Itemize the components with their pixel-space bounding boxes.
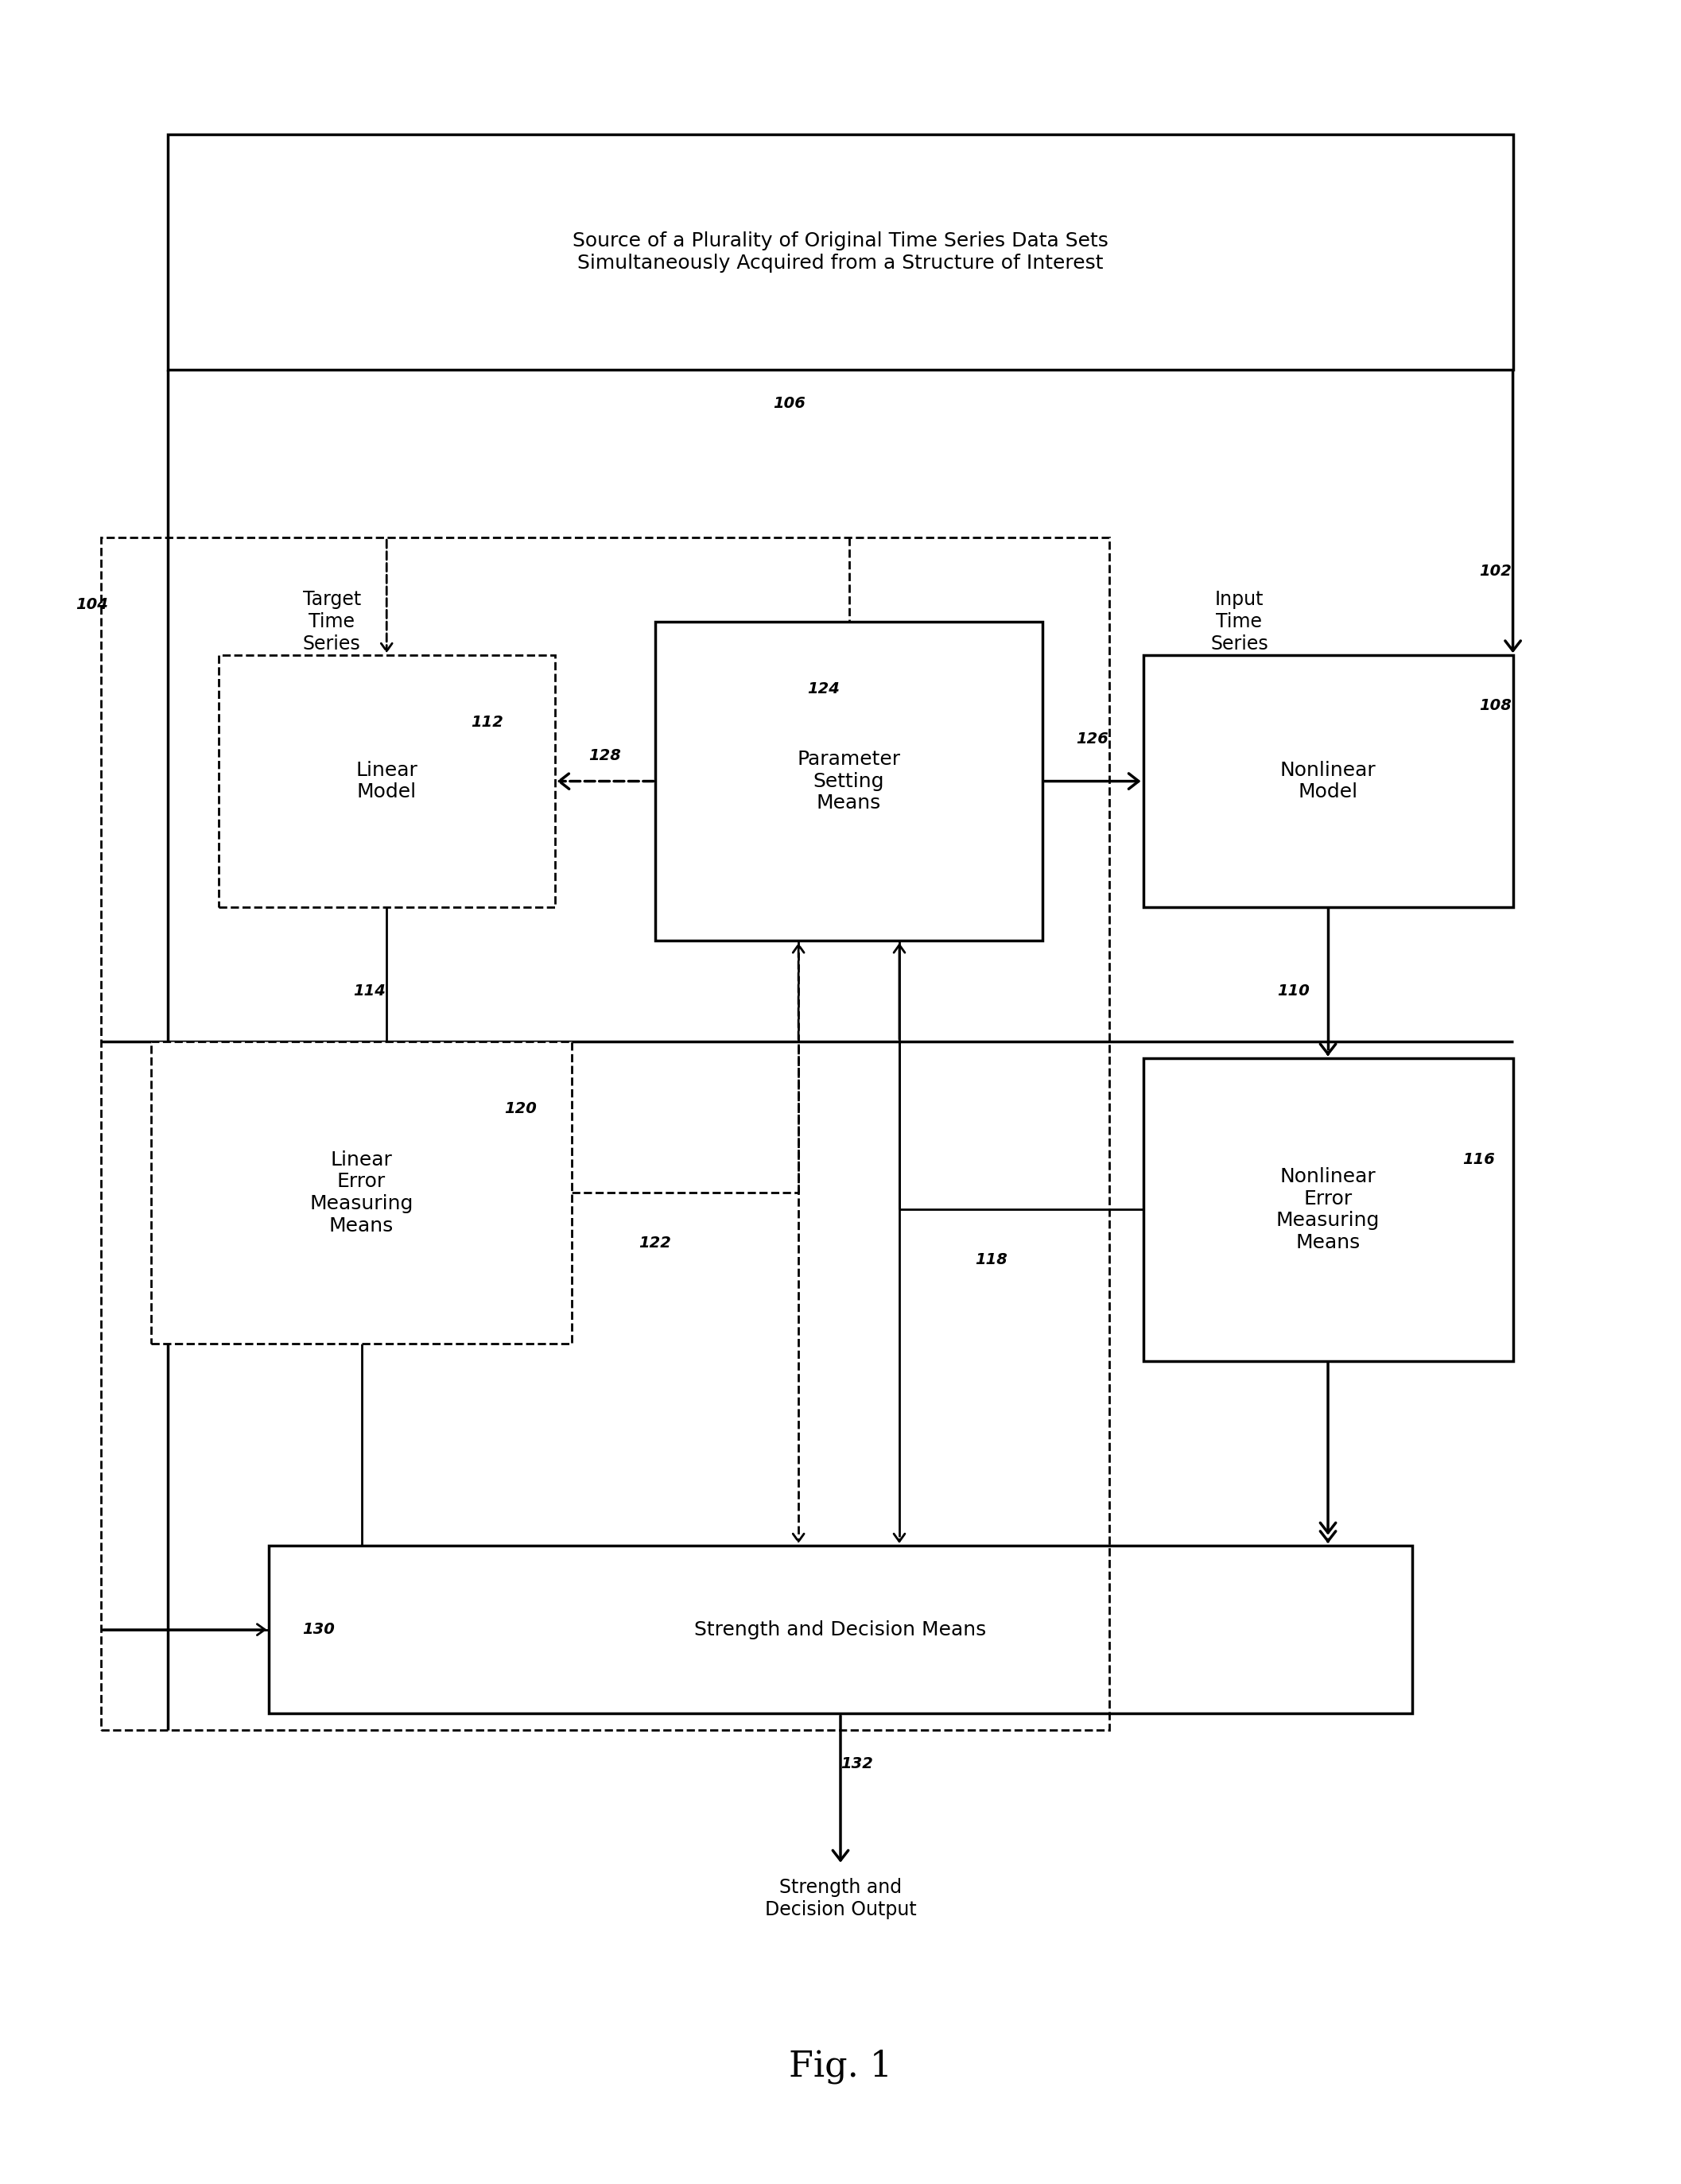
Text: Input
Time
Series: Input Time Series (1210, 590, 1267, 653)
Text: 120: 120 (504, 1101, 536, 1116)
Text: 102: 102 (1479, 563, 1511, 579)
Text: 128: 128 (588, 749, 620, 764)
Text: Target
Time
Series: Target Time Series (303, 590, 361, 653)
Bar (101, 537, 1109, 1730)
Text: 118: 118 (975, 1251, 1007, 1267)
Text: Source of a Plurality of Original Time Series Data Sets
Simultaneously Acquired : Source of a Plurality of Original Time S… (573, 232, 1108, 273)
Bar (168, 135, 1513, 369)
Text: Linear
Error
Measuring
Means: Linear Error Measuring Means (309, 1151, 414, 1236)
Text: 114: 114 (353, 983, 385, 998)
Text: Linear
Model: Linear Model (356, 760, 417, 802)
Text: 110: 110 (1278, 983, 1309, 998)
Bar (1143, 1059, 1513, 1361)
Text: 104: 104 (76, 596, 108, 612)
Text: 106: 106 (773, 395, 805, 411)
Bar (219, 655, 555, 906)
Text: 116: 116 (1462, 1151, 1494, 1166)
Text: 132: 132 (840, 1756, 872, 1771)
Text: 126: 126 (1076, 732, 1108, 747)
Text: Nonlinear
Model: Nonlinear Model (1279, 760, 1377, 802)
Text: 108: 108 (1479, 699, 1511, 714)
Bar (656, 622, 1042, 941)
Text: Strength and Decision Means: Strength and Decision Means (694, 1621, 987, 1640)
Bar (269, 1546, 1412, 1714)
Bar (1143, 655, 1513, 906)
Bar (151, 1042, 572, 1343)
Text: Nonlinear
Error
Measuring
Means: Nonlinear Error Measuring Means (1276, 1166, 1380, 1251)
Text: 130: 130 (303, 1623, 335, 1638)
Text: Fig. 1: Fig. 1 (788, 2049, 893, 2084)
Text: Strength and
Decision Output: Strength and Decision Output (765, 1878, 916, 1920)
Text: 112: 112 (471, 714, 503, 729)
Text: 124: 124 (807, 681, 839, 697)
Text: 122: 122 (639, 1236, 671, 1251)
Text: Parameter
Setting
Means: Parameter Setting Means (797, 749, 901, 812)
